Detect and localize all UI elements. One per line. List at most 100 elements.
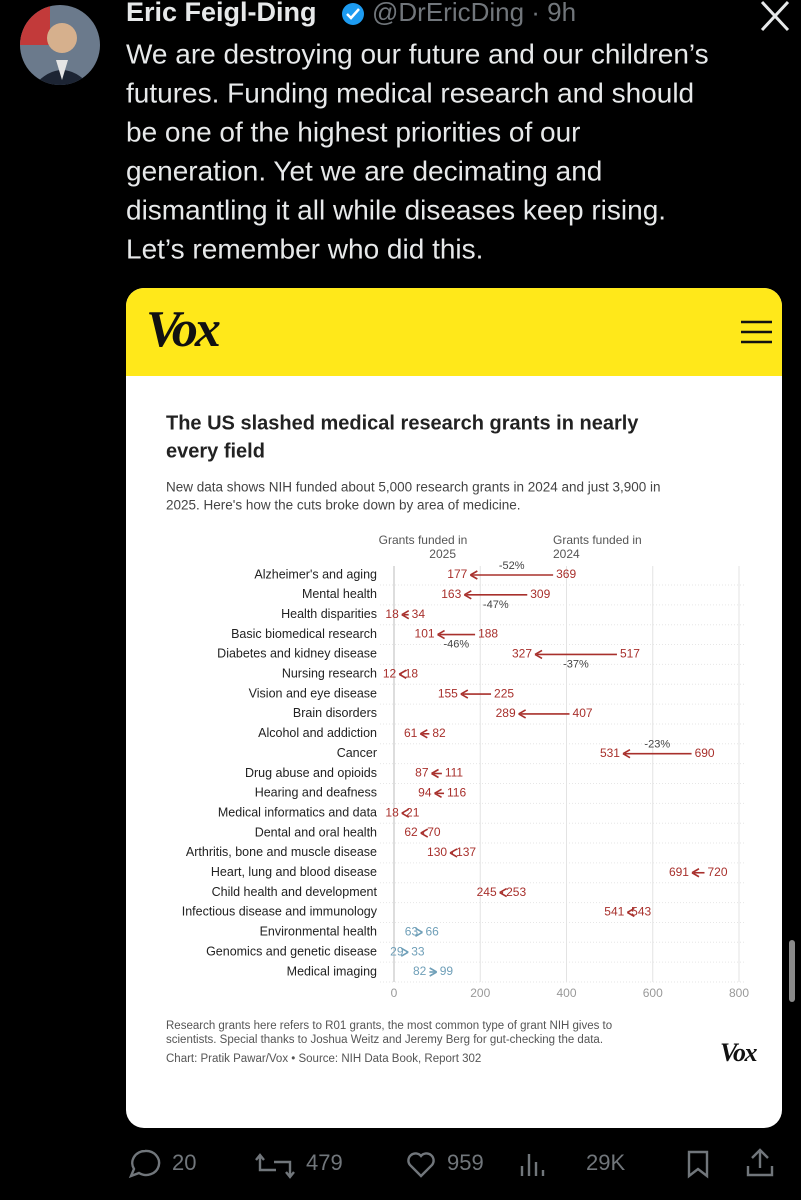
x-tick-label: 800 xyxy=(729,986,749,1000)
repost-count[interactable]: 479 xyxy=(306,1150,343,1175)
category-label: Drug abuse and opioids xyxy=(245,766,377,780)
value-label: 12 xyxy=(383,666,397,680)
vox-footer-logo: Vox xyxy=(720,1038,757,1067)
footnote: scientists. Special thanks to Joshua Wei… xyxy=(166,1034,603,1046)
views-icon[interactable] xyxy=(520,1154,545,1176)
x-tick-label: 200 xyxy=(470,986,490,1000)
value-label: 225 xyxy=(494,686,514,700)
x-logo[interactable] xyxy=(760,0,790,32)
reply-count[interactable]: 20 xyxy=(172,1150,196,1175)
arrow-head xyxy=(626,907,635,918)
arrow-head xyxy=(518,709,527,719)
chart-subtitle: New data shows NIH funded about 5,000 re… xyxy=(166,480,661,495)
arrow-head xyxy=(449,848,458,858)
value-label: 289 xyxy=(496,706,516,720)
category-label: Hearing and deafness xyxy=(255,786,377,800)
arrow-head xyxy=(437,629,445,640)
series-header: Grants funded in xyxy=(379,533,468,547)
category-label: Arthritis, bone and muscle disease xyxy=(186,845,377,859)
avatar[interactable] xyxy=(20,5,100,90)
value-label: 18 xyxy=(405,666,419,680)
card-body xyxy=(126,288,782,1128)
category-label: Alcohol and addiction xyxy=(258,726,377,740)
value-label: 111 xyxy=(445,766,464,780)
arrow-head xyxy=(415,927,423,937)
arrow-head xyxy=(622,748,631,759)
arrow-head xyxy=(401,808,410,818)
category-label: Alzheimer's and aging xyxy=(254,567,377,581)
arrow-head xyxy=(469,570,478,580)
value-label: 61 xyxy=(404,726,418,740)
change-label: -23% xyxy=(644,739,670,751)
arrow-head xyxy=(463,590,472,600)
scrollbar xyxy=(789,940,795,1002)
value-label: 33 xyxy=(411,944,425,958)
category-label: Diabetes and kidney disease xyxy=(217,647,377,661)
arrow-head xyxy=(398,669,407,679)
value-label: 29 xyxy=(390,944,404,958)
menu-icon xyxy=(741,320,772,344)
change-label: -47% xyxy=(483,599,509,611)
arrow-head xyxy=(431,768,439,779)
action-icons xyxy=(128,1148,774,1179)
value-label: 327 xyxy=(512,647,532,661)
value-label: 21 xyxy=(406,805,420,819)
category-label: Medical informatics and data xyxy=(218,805,377,819)
category-label: Heart, lung and blood disease xyxy=(211,865,377,879)
x-tick-label: 600 xyxy=(643,986,663,1000)
value-label: 82 xyxy=(413,964,427,978)
value-label: 63 xyxy=(405,924,419,938)
category-label: Genomics and genetic disease xyxy=(206,944,377,958)
share-icon[interactable] xyxy=(746,1148,774,1177)
tweet-text: We are destroying our future and our chi… xyxy=(126,38,709,264)
change-label: -52% xyxy=(499,560,525,572)
value-label: 407 xyxy=(573,706,593,720)
category-label: Medical imaging xyxy=(287,964,377,978)
value-label: 34 xyxy=(412,607,426,621)
tweet-text-line: dismantling it all while diseases keep r… xyxy=(126,194,666,225)
category-label: Infectious disease and immunology xyxy=(182,905,378,919)
chart-subtitle: 2025. Here's how the cuts broke down by … xyxy=(166,498,521,513)
value-label: 177 xyxy=(447,567,467,581)
author-handle[interactable]: @DrEricDing · 9h xyxy=(372,0,576,27)
media-card[interactable] xyxy=(126,288,782,1128)
category-label: Brain disorders xyxy=(293,706,377,720)
x-tick-label: 400 xyxy=(556,986,576,1000)
value-label: 369 xyxy=(556,567,576,581)
arrow-head xyxy=(434,788,442,799)
tweet-text-line: be one of the highest priorities of our xyxy=(126,116,581,147)
like-icon[interactable] xyxy=(407,1152,435,1178)
arrow-head xyxy=(499,887,508,898)
chart: The US slashed medical research grants i… xyxy=(166,412,749,1065)
verified-badge xyxy=(342,3,364,25)
arrow-head xyxy=(429,967,438,977)
bookmark-icon[interactable] xyxy=(687,1150,709,1179)
credit: Chart: Pratik Pawar/Vox • Source: NIH Da… xyxy=(166,1053,481,1065)
view-count[interactable]: 29K xyxy=(586,1150,625,1175)
repost-icon[interactable] xyxy=(255,1153,295,1179)
value-label: 18 xyxy=(385,805,399,819)
value-label: 137 xyxy=(456,845,476,859)
value-label: 155 xyxy=(438,686,458,700)
category-label: Child health and development xyxy=(212,885,378,899)
value-label: 101 xyxy=(415,627,435,641)
value-label: 18 xyxy=(385,607,399,621)
x-tick-label: 0 xyxy=(391,986,398,1000)
chart-title: The US slashed medical research grants i… xyxy=(166,412,639,434)
tweet-text-line: Let’s remember who did this. xyxy=(126,233,483,264)
tweet-text-line: futures. Funding medical research and sh… xyxy=(126,77,694,108)
value-label: 309 xyxy=(530,587,550,601)
change-label: -46% xyxy=(443,638,469,650)
category-label: Cancer xyxy=(337,746,377,760)
arrow-head xyxy=(534,649,543,660)
category-label: Environmental health xyxy=(260,925,377,939)
tweet-text-line: We are destroying our future and our chi… xyxy=(126,38,709,69)
category-label: Health disparities xyxy=(281,607,377,621)
like-count[interactable]: 959 xyxy=(447,1150,484,1175)
author-name[interactable]: Eric Feigl-Ding xyxy=(126,0,317,27)
reply-icon[interactable] xyxy=(128,1149,161,1179)
tweet-text-line: generation. Yet we are decimating and xyxy=(126,155,602,186)
value-label: 70 xyxy=(427,825,441,839)
value-label: 66 xyxy=(425,924,439,938)
